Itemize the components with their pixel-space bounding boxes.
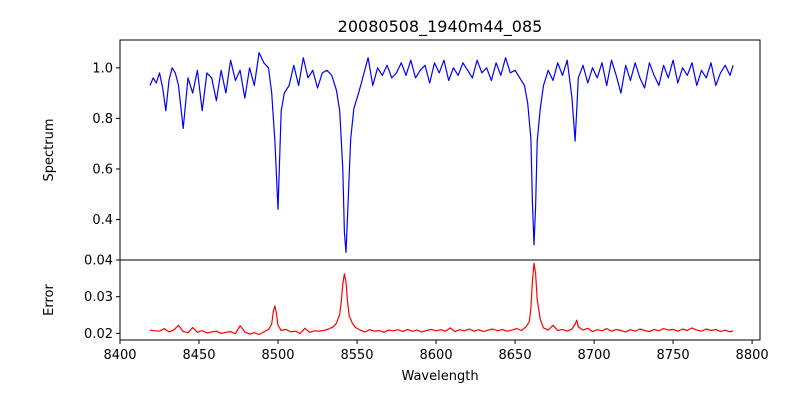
spectrum-plot-area (149, 51, 734, 253)
spectrum-y-tick-label: 0.8 (92, 112, 113, 127)
spectrum-series-line-0 (149, 51, 734, 253)
error-series-line-0 (149, 262, 734, 336)
error-y-tick-label: 0.02 (84, 327, 113, 342)
error-panel: 0.02 0.03 0.04 8400 8450 8500 8550 8600 8650 870… (42, 254, 769, 385)
x-tick-label: 8650 (499, 348, 532, 363)
x-tick-label: 8600 (420, 348, 453, 363)
error-y-axis-label: Error (42, 284, 57, 316)
x-tick-label: 8800 (736, 348, 769, 363)
error-y-axis: 0.02 0.03 0.04 (84, 254, 120, 342)
error-plot-area (149, 262, 734, 336)
error-axes-frame (119, 259, 761, 341)
spectrum-y-tick-label: 0.4 (92, 213, 113, 228)
x-tick-label: 8550 (340, 348, 373, 363)
spectrum-y-axis: 0.4 0.6 0.8 1.0 (92, 61, 120, 228)
x-axis: 8400 8450 8500 8550 8600 8650 8700 8750 8800 (103, 340, 769, 363)
spectrum-y-tick-label: 1.0 (92, 61, 113, 76)
spectrum-panel: 0.4 0.6 0.8 1.0 Spectrum (42, 39, 761, 261)
spectrum-y-axis-label: Spectrum (42, 119, 57, 182)
error-y-tick-label: 0.03 (84, 290, 113, 305)
x-tick-label: 8400 (103, 348, 136, 363)
x-tick-label: 8750 (657, 348, 690, 363)
chart-title: 20080508_1940m44_085 (338, 17, 543, 37)
x-axis-label: Wavelength (401, 369, 478, 384)
x-tick-label: 8700 (578, 348, 611, 363)
x-tick-label: 8450 (182, 348, 215, 363)
x-tick-label: 8500 (261, 348, 294, 363)
spectrum-y-tick-label: 0.6 (92, 162, 113, 177)
error-y-tick-label: 0.04 (84, 254, 113, 269)
